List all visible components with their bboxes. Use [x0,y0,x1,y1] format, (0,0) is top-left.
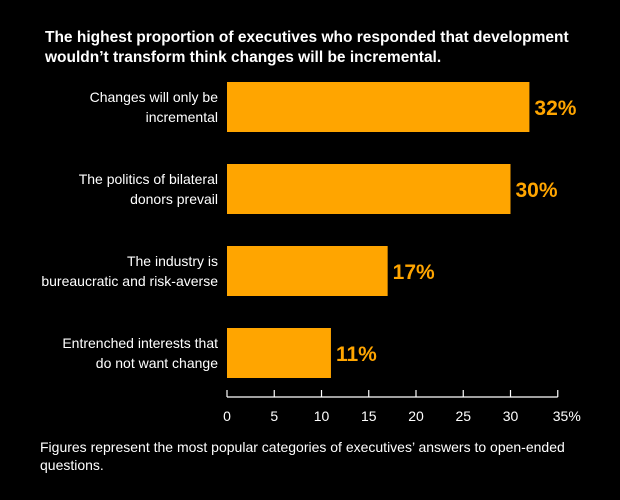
x-tick-label: 15 [361,408,377,424]
x-tick-label: 5 [270,408,278,424]
category-label: The politics of bilateral [79,171,218,187]
bar-chart: Changes will only be incremental 32% The po… [41,82,581,424]
category-label: The industry is [127,253,218,269]
x-axis: 0 5 10 15 20 25 30 35% [223,390,581,424]
value-label: 17% [393,261,435,284]
bar-1 [227,164,511,214]
x-tick-label: 10 [314,408,330,424]
x-tick-label: 35% [553,408,581,424]
bar-0 [227,82,530,132]
category-label: do not want change [96,355,218,371]
category-label: Changes will only be [90,89,219,105]
x-tick-label: 25 [455,408,471,424]
x-tick-label: 30 [503,408,519,424]
value-label: 30% [516,179,558,202]
value-label: 11% [336,343,377,366]
chart-title: The highest proportion of executives who… [45,29,569,66]
bar-3 [227,328,331,378]
category-label: Entrenched interests that [62,335,218,351]
footnote: Figures represent the most popular categ… [40,439,565,473]
bars-group: Changes will only be incremental 32% The po… [41,82,577,378]
category-label: incremental [146,109,218,125]
bar-2 [227,246,388,296]
value-label: 32% [534,97,576,120]
x-tick-label: 0 [223,408,231,424]
category-label: donors prevail [130,191,218,207]
x-tick-label: 20 [408,408,424,424]
category-label: bureaucratic and risk-averse [41,273,218,289]
